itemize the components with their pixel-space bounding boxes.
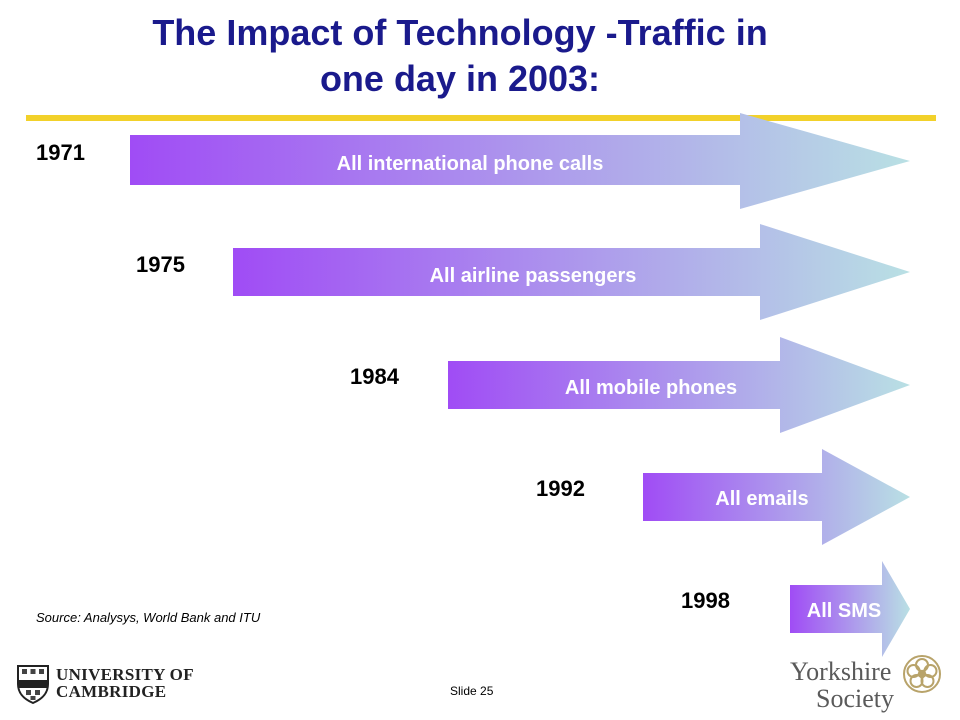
- cambridge-shield-icon: [17, 665, 49, 704]
- cambridge-logo: UNIVERSITY OF CAMBRIDGE: [10, 664, 210, 704]
- arrow-phone-calls: All international phone calls: [130, 113, 910, 209]
- title-line-1: The Impact of Technology -Traffic in: [152, 12, 768, 53]
- arrow-sms: All SMS: [790, 561, 910, 657]
- title-line-2: one day in 2003:: [319, 58, 601, 99]
- arrow-label-emails: All emails: [715, 488, 808, 510]
- year-label-1975: 1975: [136, 252, 185, 277]
- slide-title: The Impact of Technology -Traffic in one…: [0, 10, 920, 102]
- year-label-1998: 1998: [681, 588, 730, 613]
- arrow-label-mobile-phones: All mobile phones: [565, 377, 737, 399]
- arrow-emails: All emails: [643, 449, 910, 545]
- cambridge-logo-line-1: UNIVERSITY OF: [56, 665, 194, 684]
- arrow-label-airline-passengers: All airline passengers: [430, 265, 637, 287]
- yorkshire-logo-line-2: Society: [816, 684, 894, 713]
- arrow-label-sms: All SMS: [807, 600, 881, 622]
- year-label-1971: 1971: [36, 140, 85, 165]
- year-label-1984: 1984: [350, 364, 399, 389]
- title-underline: [26, 115, 936, 121]
- yorkshire-logo-line-1: Yorkshire: [790, 657, 892, 686]
- year-label-1992: 1992: [536, 476, 585, 501]
- source-note: Source: Analysys, World Bank and ITU: [36, 610, 261, 625]
- yorkshire-rose-icon: [903, 655, 941, 693]
- slide-number: Slide 25: [450, 684, 494, 698]
- arrow-mobile-phones: All mobile phones: [448, 337, 910, 433]
- arrow-label-phone-calls: All international phone calls: [337, 153, 604, 175]
- yorkshire-society-logo: Yorkshire Society: [780, 654, 955, 718]
- cambridge-logo-line-2: CAMBRIDGE: [56, 682, 167, 701]
- arrow-airline-passengers: All airline passengers: [233, 224, 910, 320]
